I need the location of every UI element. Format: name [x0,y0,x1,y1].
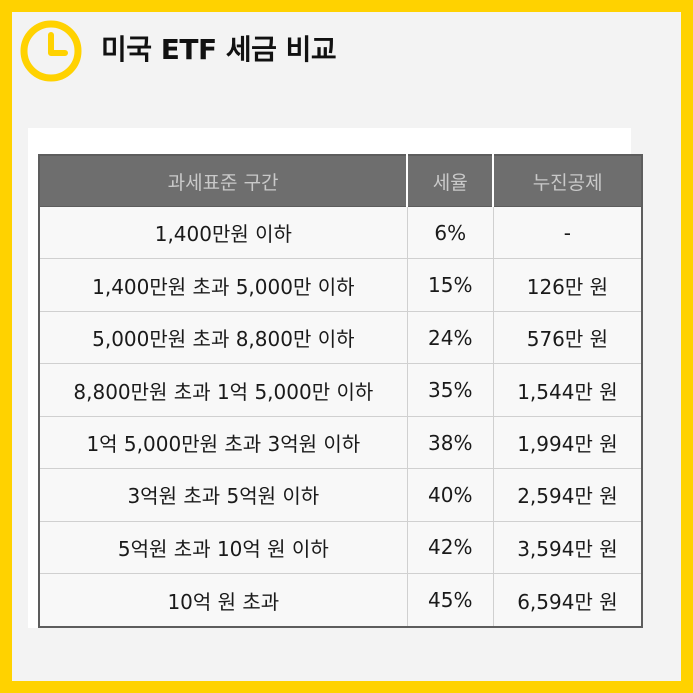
tax-rate-cell: 40% [407,468,494,522]
table-row: 8,800만원 초과 1억 5,000만 이하 35% 1,544만 원 [39,363,642,417]
tax-base-cell: 1,400만원 초과 5,000만 이하 [39,258,408,312]
table-row: 5억원 초과 10억 원 이하 42% 3,594만 원 [39,521,642,575]
tax-base-cell: 5,000만원 초과 8,800만 이하 [39,311,408,365]
deduction-cell: 2,594만 원 [493,468,642,522]
deduction-cell: 1,544만 원 [493,363,642,417]
table-row: 3억원 초과 5억원 이하 40% 2,594만 원 [39,468,642,522]
column-header-tax-base: 과세표준 구간 [39,155,409,207]
clock-icon [20,20,82,82]
tax-base-cell: 3억원 초과 5억원 이하 [39,468,408,522]
deduction-cell: 126만 원 [493,258,642,312]
tax-rate-cell: 42% [407,521,494,575]
tax-rate-cell: 35% [407,363,494,417]
deduction-cell: 1,994만 원 [493,416,642,470]
tax-rate-cell: 45% [407,573,494,627]
tax-base-cell: 8,800만원 초과 1억 5,000만 이하 [39,363,408,417]
tax-base-cell: 10억 원 초과 [39,573,408,627]
tax-base-cell: 1억 5,000만원 초과 3억원 이하 [39,416,408,470]
tax-rate-cell: 38% [407,416,494,470]
tax-rate-cell: 24% [407,311,494,365]
tax-base-cell: 1,400만원 이하 [39,206,408,260]
table-header-row: 과세표준 구간 세율 누진공제 [39,155,642,207]
deduction-cell: - [493,206,642,260]
table-row: 10억 원 초과 45% 6,594만 원 [39,573,642,627]
tax-rate-table: 과세표준 구간 세율 누진공제 1,400만원 이하 6% - 1,400만원 … [38,154,643,628]
page-title: 미국 ETF 세금 비교 [101,33,337,66]
table-row: 1,400만원 초과 5,000만 이하 15% 126만 원 [39,258,642,312]
tax-rate-cell: 6% [407,206,494,260]
table-row: 5,000만원 초과 8,800만 이하 24% 576만 원 [39,311,642,365]
tax-rate-cell: 15% [407,258,494,312]
tax-base-cell: 5억원 초과 10억 원 이하 [39,521,408,575]
table-row: 1,400만원 이하 6% - [39,206,642,260]
deduction-cell: 3,594만 원 [493,521,642,575]
column-header-deduction: 누진공제 [493,155,642,207]
deduction-cell: 6,594만 원 [493,573,642,627]
column-header-tax-rate: 세율 [407,155,495,207]
deduction-cell: 576만 원 [493,311,642,365]
table-row: 1억 5,000만원 초과 3억원 이하 38% 1,994만 원 [39,416,642,470]
